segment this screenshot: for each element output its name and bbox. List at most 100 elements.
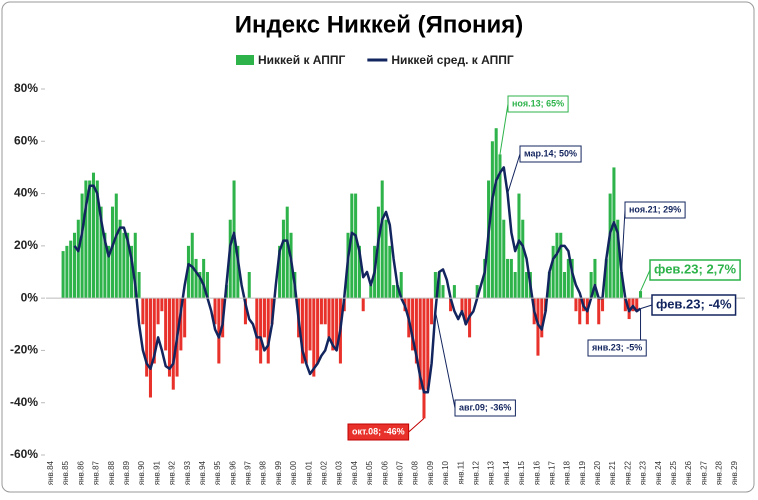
x-tick-label: янв.22 (623, 460, 632, 485)
annotation-text: мар.14; 50% (524, 148, 577, 158)
bar (266, 298, 270, 364)
x-tick-label: янв.09 (426, 460, 435, 485)
bar (498, 154, 502, 299)
annotation-leader (408, 418, 425, 433)
x-tick-label: янв.18 (563, 460, 572, 485)
x-tick-label: янв.93 (183, 460, 192, 485)
bar (399, 272, 403, 299)
bar (186, 245, 190, 299)
bar (559, 232, 563, 299)
bar (118, 219, 122, 299)
annotation-text: фев.23; -4% (656, 296, 732, 311)
bar (441, 285, 445, 299)
bar (236, 245, 240, 299)
legend-swatch (236, 55, 254, 65)
bar (304, 298, 308, 364)
bar (452, 285, 456, 299)
x-tick-label: янв.84 (46, 460, 55, 485)
bar (388, 245, 392, 299)
bar (354, 193, 358, 299)
x-tick-label: янв.00 (289, 460, 298, 485)
y-tick-label: 20% (14, 238, 38, 252)
annotation: мар.14; 50% (507, 145, 582, 194)
bar (593, 258, 597, 299)
x-tick-label: янв.92 (168, 460, 177, 485)
annotation-leader (507, 153, 521, 194)
x-tick-label: янв.17 (547, 460, 556, 485)
bar (517, 193, 521, 299)
bar (369, 285, 373, 299)
bar (418, 298, 422, 390)
bar (202, 258, 206, 299)
bar (513, 272, 517, 299)
x-tick-label: янв.91 (152, 460, 161, 485)
bar (570, 258, 574, 299)
bar (156, 298, 160, 325)
bar (327, 298, 331, 338)
x-tick-label: янв.04 (350, 460, 359, 485)
bar (323, 298, 327, 325)
x-tick-label: янв.94 (198, 460, 207, 485)
bar (494, 128, 498, 299)
bar (426, 298, 430, 390)
bar (361, 298, 365, 312)
annotation-box (587, 339, 647, 357)
x-tick-label: янв.27 (699, 460, 708, 485)
x-tick-label: янв.23 (639, 460, 648, 485)
bar (623, 298, 627, 312)
bar (65, 245, 69, 299)
bar (247, 272, 251, 299)
x-tick-label: янв.96 (228, 460, 237, 485)
y-tick-label: 80% (14, 81, 38, 95)
bar (259, 298, 263, 364)
x-tick-label: янв.95 (213, 460, 222, 485)
bar (608, 193, 612, 299)
bar (521, 219, 525, 299)
x-tick-label: янв.01 (304, 460, 313, 485)
x-tick-label: янв.97 (244, 460, 253, 485)
bar (635, 298, 639, 312)
bar (319, 298, 323, 325)
x-tick-label: янв.85 (61, 460, 70, 485)
bar (502, 219, 506, 299)
bar (217, 298, 221, 364)
annotation-text: окт.08; -46% (352, 426, 405, 436)
bar (395, 285, 399, 299)
x-tick-label: янв.07 (396, 460, 405, 485)
bar (133, 232, 137, 299)
x-tick-label: янв.25 (669, 460, 678, 485)
x-tick-label: янв.20 (593, 460, 602, 485)
bar (392, 285, 396, 299)
annotation: ноя.21; 29% (621, 201, 686, 273)
annotation-text: фев.23; 2,7% (654, 261, 737, 276)
bar (205, 272, 209, 299)
bar (110, 206, 115, 299)
x-tick-label: янв.21 (608, 460, 617, 485)
bar (506, 258, 510, 299)
bar (152, 298, 156, 364)
bar (194, 258, 198, 299)
bar (335, 298, 339, 351)
bar (179, 298, 183, 351)
bar (604, 258, 608, 299)
legend-label: Никкей к АППГ (258, 53, 346, 67)
bar (99, 206, 103, 299)
bar (316, 298, 320, 364)
bar (578, 298, 582, 325)
bar (72, 232, 77, 299)
annotation-text: ноя.13; 65% (512, 98, 564, 108)
bar (589, 272, 593, 299)
bar (300, 298, 304, 364)
bar (103, 232, 107, 299)
bar (137, 272, 141, 299)
bar (433, 272, 437, 299)
bar (464, 298, 468, 325)
bar (601, 298, 605, 312)
bar (509, 258, 513, 299)
annotation-leader (640, 269, 651, 292)
bar (525, 272, 529, 299)
bar (555, 232, 559, 299)
bar (430, 298, 434, 325)
x-tick-label: янв.10 (441, 460, 450, 485)
